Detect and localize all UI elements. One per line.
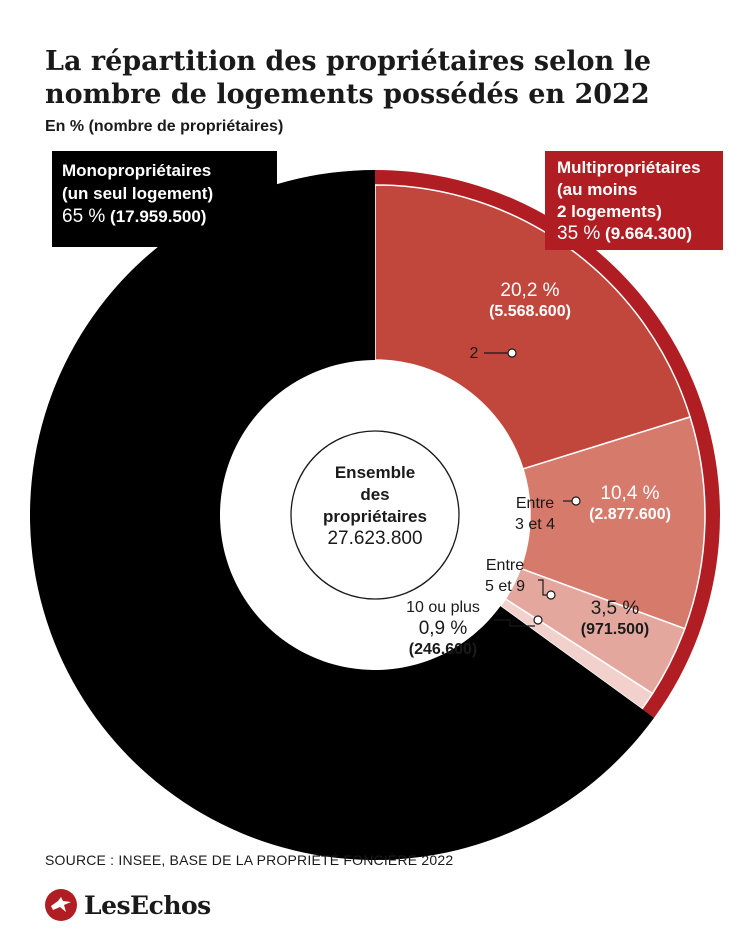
center-label: Ensemble des propriétaires 27.623.800	[295, 462, 455, 550]
multi-legend-box: Multipropriétaires (au moins 2 logements…	[545, 151, 723, 250]
slice-10-plus-pct: 0,9 %	[418, 618, 468, 639]
slice-3-4-name: Entre 3 et 4	[500, 493, 570, 535]
chart-subtitle: En % (nombre de propriétaires)	[45, 118, 284, 135]
slice-2	[374, 184, 692, 470]
leader-5-9-dot	[546, 590, 556, 600]
slice-2-name: 2	[469, 345, 479, 362]
chart-title: La répartition des propriétaires selon l…	[45, 46, 652, 110]
mono-pct: 65 %	[62, 206, 106, 227]
slice-3-4	[519, 416, 706, 630]
slice-2-pct: 20,2 %	[500, 280, 560, 301]
center-circle	[290, 430, 460, 600]
multi-label-3: 2 logements)	[557, 202, 662, 221]
leader-2-dot	[507, 348, 517, 358]
center-line-3: propriétaires	[323, 507, 427, 526]
slice-5-9-label: 3,5 % (971.500)	[555, 598, 675, 640]
slice-3-4-name-1: Entre	[515, 495, 555, 512]
slice-3-4-pct: 10,4 %	[600, 483, 660, 504]
leader-10-plus-dot	[533, 615, 543, 625]
slice-5-9-name-1: Entre	[485, 557, 525, 574]
slice-3-4-label: 10,4 % (2.877.600)	[555, 483, 705, 525]
slice-10-plus-label: 10 ou plus 0,9 % (246.600)	[388, 597, 498, 660]
slice-10-plus-count: (246.600)	[408, 641, 478, 658]
mono-legend-box: Monopropriétaires (un seul logement) 65 …	[52, 151, 277, 247]
mono-label-2: (un seul logement)	[62, 184, 214, 203]
leader-3-4-dot	[571, 496, 581, 506]
brand-name: LesEchos	[84, 890, 211, 920]
slice-2-count: (5.568.600)	[489, 303, 571, 320]
slice-5-9-name: Entre 5 et 9	[470, 555, 540, 597]
mono-label-1: Monopropriétaires	[62, 161, 212, 180]
slice-5-9-name-2: 5 et 9	[484, 578, 526, 595]
slice-2-label: 20,2 % (5.568.600)	[455, 280, 605, 322]
multi-count: (9.664.300)	[605, 224, 692, 243]
slice-3-4-name-2: 3 et 4	[514, 516, 556, 533]
slice-5-9-count: (971.500)	[580, 621, 650, 638]
brand-logo: LesEchos	[45, 888, 211, 922]
center-line-1: Ensemble	[334, 463, 416, 482]
multi-label-1: Multipropriétaires	[557, 158, 701, 177]
slice-5-9-pct: 3,5 %	[590, 598, 640, 619]
slice-10-plus-name: 10 ou plus	[406, 599, 480, 616]
source-note: SOURCE : INSEE, BASE DE LA PROPRIÉTÉ FON…	[45, 852, 454, 868]
slice-mono	[30, 170, 655, 860]
center-total: 27.623.800	[327, 528, 423, 549]
center-line-2: des	[360, 485, 390, 504]
mono-count: (17.959.500)	[110, 207, 207, 226]
leader-10-plus	[494, 619, 535, 627]
eagle-icon	[45, 889, 77, 921]
multi-label-2: (au moins	[557, 180, 638, 199]
slice-3-4-count: (2.877.600)	[589, 506, 671, 523]
multi-pct: 35 %	[557, 223, 601, 244]
